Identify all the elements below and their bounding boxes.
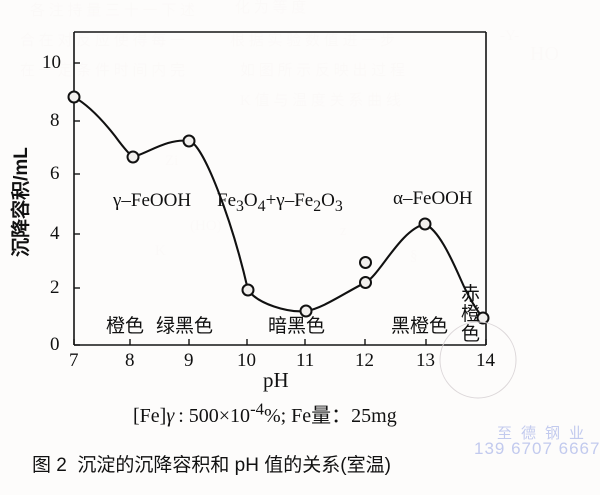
svg-text:-Y-: -Y- [500,28,519,44]
svg-text:§: § [410,248,418,264]
svg-text:根 据 实 验 数 值 进 一 步: 根 据 实 验 数 值 进 一 步 [230,32,395,49]
svg-text:合 在 对 反 应 使 得 每 一: 合 在 对 反 应 使 得 每 一 [20,31,185,49]
svg-text:如 图 所 示 反 映 出 过 程: 如 图 所 示 反 映 出 过 程 [240,62,405,79]
svg-text:K: K [155,243,166,259]
svg-text:各 注 持 量 三 十 一 下 述: 各 注 持 量 三 十 一 下 述 [30,2,195,19]
svg-text:Zi: Zi [165,153,178,169]
svg-text:z: z [340,223,347,239]
svg-text:化 为 等 度: 化 为 等 度 [235,0,306,16]
svg-text:K 值 与 温 度 关 系 曲 线: K 值 与 温 度 关 系 曲 线 [240,92,401,109]
svg-text:(HO): (HO) [190,218,222,234]
svg-text:HO: HO [530,43,559,65]
